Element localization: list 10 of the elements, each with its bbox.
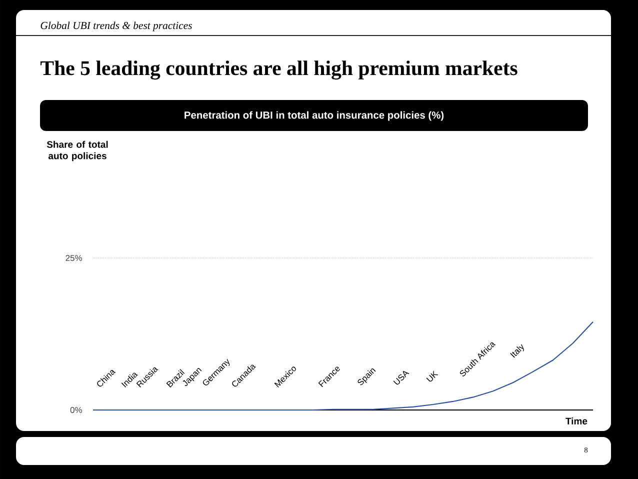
x-axis-title: Time [566, 418, 588, 424]
y-tick-label: 0% [70, 406, 82, 413]
y-tick-label: 25% [66, 254, 82, 261]
annotation: USA [393, 371, 410, 385]
chart-title: The 5 leading countries are all high premium markets [40, 60, 518, 80]
annotation: Italy [510, 344, 524, 358]
chart-subtitle: Penetration of UBI in total auto insurance policies (%) [184, 111, 444, 121]
text: Share of total auto policies [46, 140, 108, 162]
annotation: UK [426, 370, 438, 382]
text: Global UBI trends & best practices [40, 22, 192, 32]
